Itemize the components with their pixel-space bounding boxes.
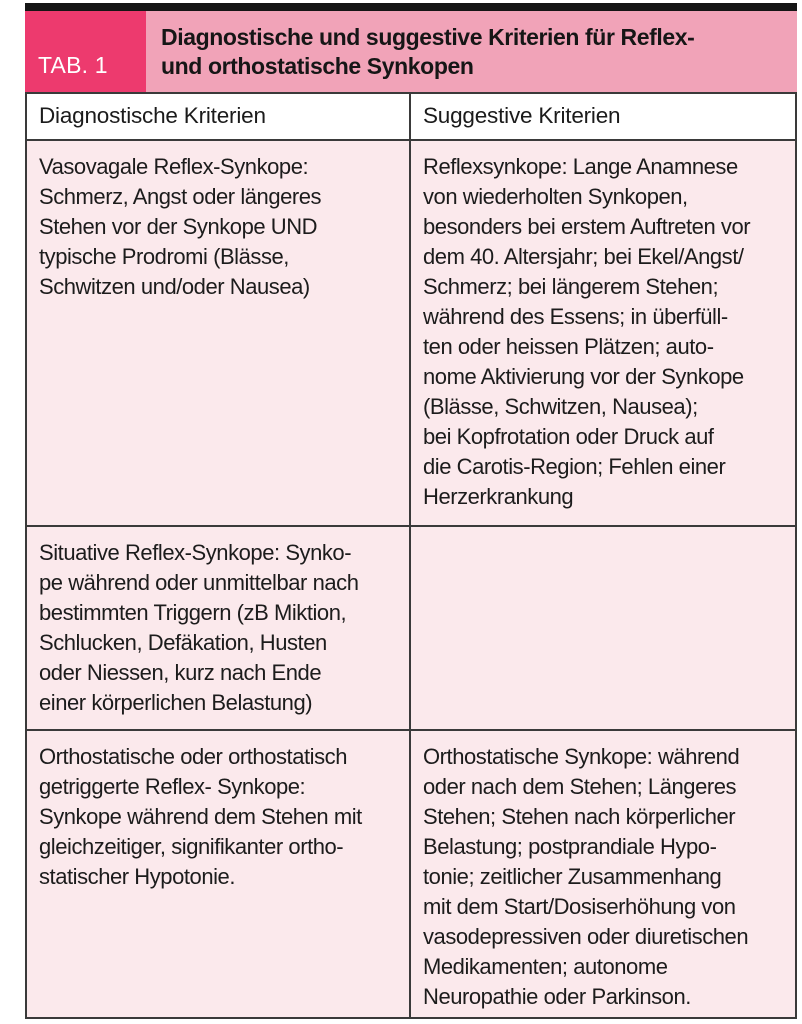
cell-reflexsynkope-suggestive: Reflexsynkope: Lange Anamnese von wieder… (423, 154, 751, 509)
table-tag-label: TAB. 1 (38, 52, 108, 78)
table-grid: Diagnostische Kriterien Suggestive Krite… (25, 92, 797, 1019)
table-header-band: TAB. 1 Diagnostische und suggestive Krit… (25, 11, 797, 92)
table-tag-box: TAB. 1 (25, 11, 146, 92)
table-top-accent-bar (25, 3, 797, 11)
column-header-row: Diagnostische Kriterien Suggestive Krite… (27, 94, 795, 141)
table-title: Diagnostische und suggestive Kriterien f… (146, 11, 797, 92)
criteria-table: TAB. 1 Diagnostische und suggestive Krit… (25, 3, 797, 1019)
table-row: Orthostatische oder orthostatisch getrig… (27, 731, 795, 1017)
column-header-diagnostic: Diagnostische Kriterien (27, 94, 411, 139)
cell-orthostatische-suggestive: Orthostatische Synkope: während oder nac… (423, 744, 749, 1009)
table-row: Vasovagale Reflex-Synkope: Schmerz, Angs… (27, 141, 795, 527)
cell-vasovagale-diagnostic: Vasovagale Reflex-Synkope: Schmerz, Angs… (27, 141, 411, 525)
cell-situative-diagnostic: Situative Reflex-Synkope: Synko- pe währ… (27, 527, 411, 729)
cell-situative-suggestive-empty (411, 527, 795, 729)
cell-orthostatische-diagnostic: Orthostatische oder orthostatisch getrig… (27, 731, 411, 1017)
table-row: Situative Reflex-Synkope: Synko- pe währ… (27, 527, 795, 731)
column-header-suggestive: Suggestive Kriterien (423, 102, 621, 128)
